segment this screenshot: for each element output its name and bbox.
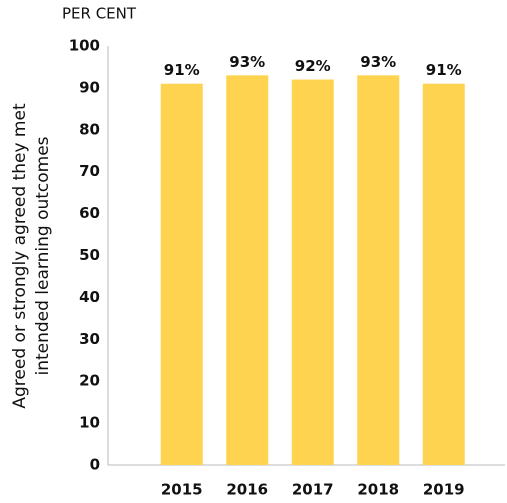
y-axis-label: intended learning outcomes [33,136,53,375]
y-tick-label: 90 [79,78,100,96]
bar [226,75,269,465]
bar [291,79,334,466]
y-tick-label: 100 [69,37,100,55]
value-label: 93% [360,53,396,71]
value-label: 92% [295,57,331,75]
bar [422,83,465,466]
value-label: 93% [229,53,265,71]
value-label: 91% [426,61,462,79]
x-tick-label: 2019 [423,481,465,499]
y-tick-label: 20 [79,372,100,390]
bar [160,83,203,466]
y-tick-label: 60 [79,204,100,222]
y-tick-label: 50 [79,246,100,264]
y-axis-label: Agreed or strongly agreed they met [10,103,30,409]
bar [357,75,400,465]
y-tick-label: 70 [79,162,100,180]
x-tick-label: 2017 [292,481,334,499]
x-tick-label: 2018 [357,481,399,499]
chart-subtitle: PER CENT [62,5,137,23]
y-tick-label: 30 [79,330,100,348]
y-tick-label: 10 [79,414,100,432]
y-tick-label: 80 [79,120,100,138]
y-tick-label: 40 [79,288,100,306]
x-tick-label: 2015 [161,481,203,499]
value-label: 91% [164,61,200,79]
y-tick-label: 0 [90,456,100,474]
x-tick-label: 2016 [226,481,268,499]
